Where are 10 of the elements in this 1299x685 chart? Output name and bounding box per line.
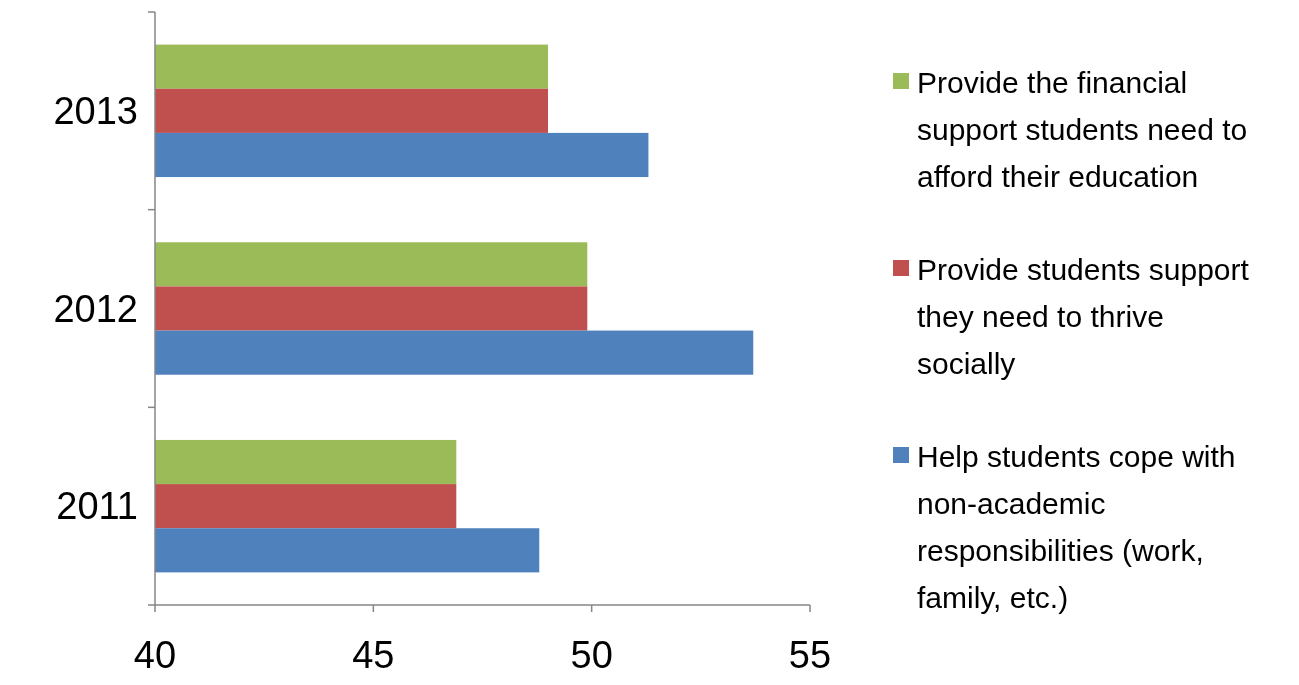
y-tick-label: 2011 bbox=[56, 485, 138, 528]
x-tick-label: 40 bbox=[133, 634, 177, 676]
legend-label: Help students cope with non-academic responsibilities (work, family, etc.) bbox=[917, 439, 1236, 614]
y-tick-label: 2012 bbox=[53, 287, 138, 330]
x-tick-label: 50 bbox=[570, 634, 613, 676]
x-tick-label: 55 bbox=[788, 634, 832, 676]
x-tick-label: 45 bbox=[352, 634, 395, 676]
legend-label: Provide students support they need to thrive socially bbox=[917, 252, 1250, 380]
y-tick-label: 2013 bbox=[53, 89, 138, 132]
legend-label: Provide the financial support students need to afford their education bbox=[917, 65, 1248, 193]
